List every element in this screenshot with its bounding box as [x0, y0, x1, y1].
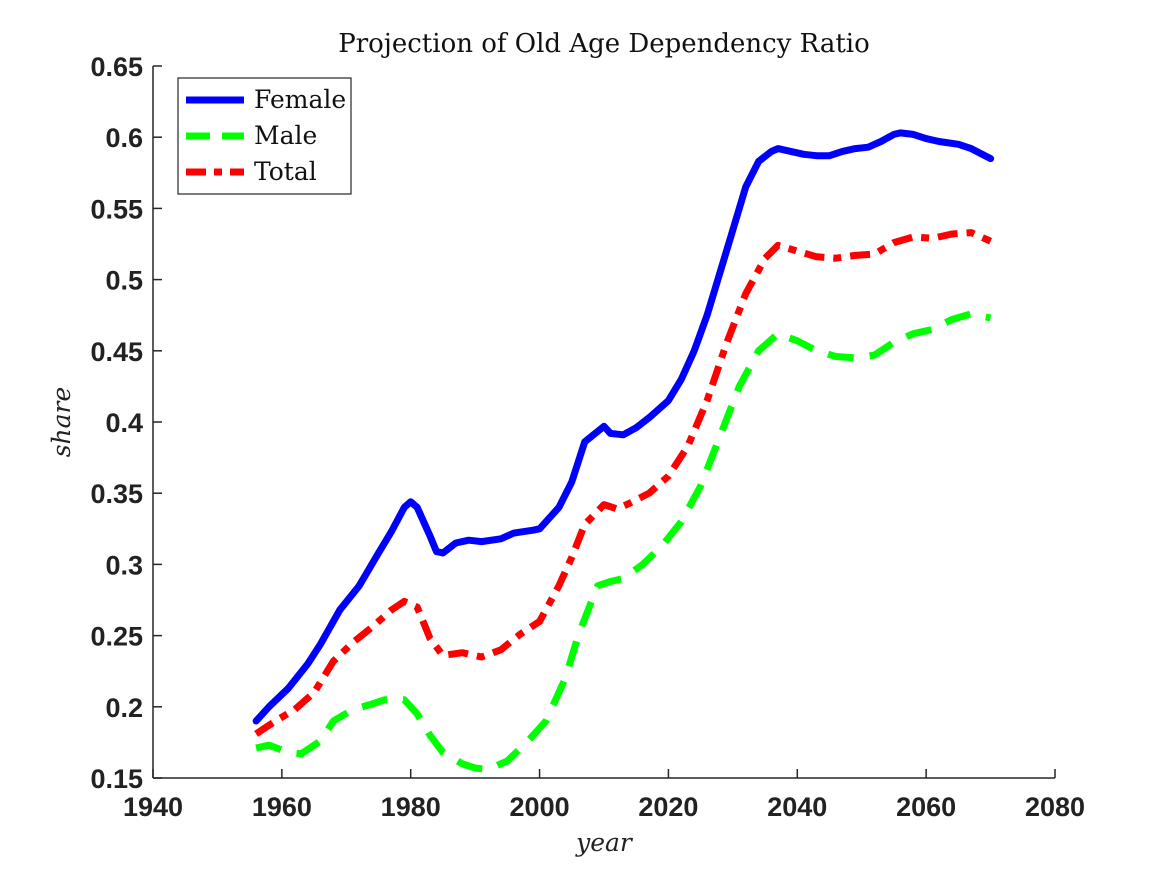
x-tick-label: 2020: [638, 792, 698, 822]
series-line-male: [255, 310, 992, 773]
y-axis-label: share: [47, 387, 76, 458]
y-tick-label: 0.55: [90, 194, 143, 224]
x-tick-label: 1980: [381, 792, 441, 822]
series-layer: [252, 129, 995, 773]
legend-label-total: Total: [254, 157, 317, 186]
x-tick-label: 2060: [896, 792, 956, 822]
chart-title: Projection of Old Age Dependency Ratio: [338, 29, 870, 59]
x-tick-label: 2040: [767, 792, 827, 822]
axes-layer: 1940 1960 1980 2000 2020 2040 2060 2080 0.15 0.2 0…: [90, 52, 1085, 822]
y-tick-label: 0.4: [105, 408, 143, 438]
x-tick-label: 1940: [123, 792, 183, 822]
y-tick-label: 0.6: [105, 123, 143, 153]
legend-label-male: Male: [254, 121, 317, 150]
legend-label-female: Female: [254, 85, 346, 114]
x-axis-label: year: [575, 828, 634, 857]
y-tick-label: 0.35: [90, 479, 143, 509]
series-line-total: [254, 229, 993, 737]
y-tick-label: 0.65: [90, 52, 143, 82]
series-line-female: [252, 129, 995, 725]
x-tick-label: 2080: [1025, 792, 1085, 822]
legend: Female Male Total: [177, 77, 352, 195]
y-tick-label: 0.2: [105, 693, 143, 723]
y-tick-label: 0.25: [90, 622, 143, 652]
x-tick-label: 2000: [510, 792, 570, 822]
y-tick-label: 0.45: [90, 337, 143, 367]
y-tick-label: 0.5: [105, 266, 143, 296]
y-tick-label: 0.3: [105, 550, 143, 580]
x-tick-label: 1960: [252, 792, 312, 822]
y-tick-label: 0.15: [90, 764, 143, 794]
